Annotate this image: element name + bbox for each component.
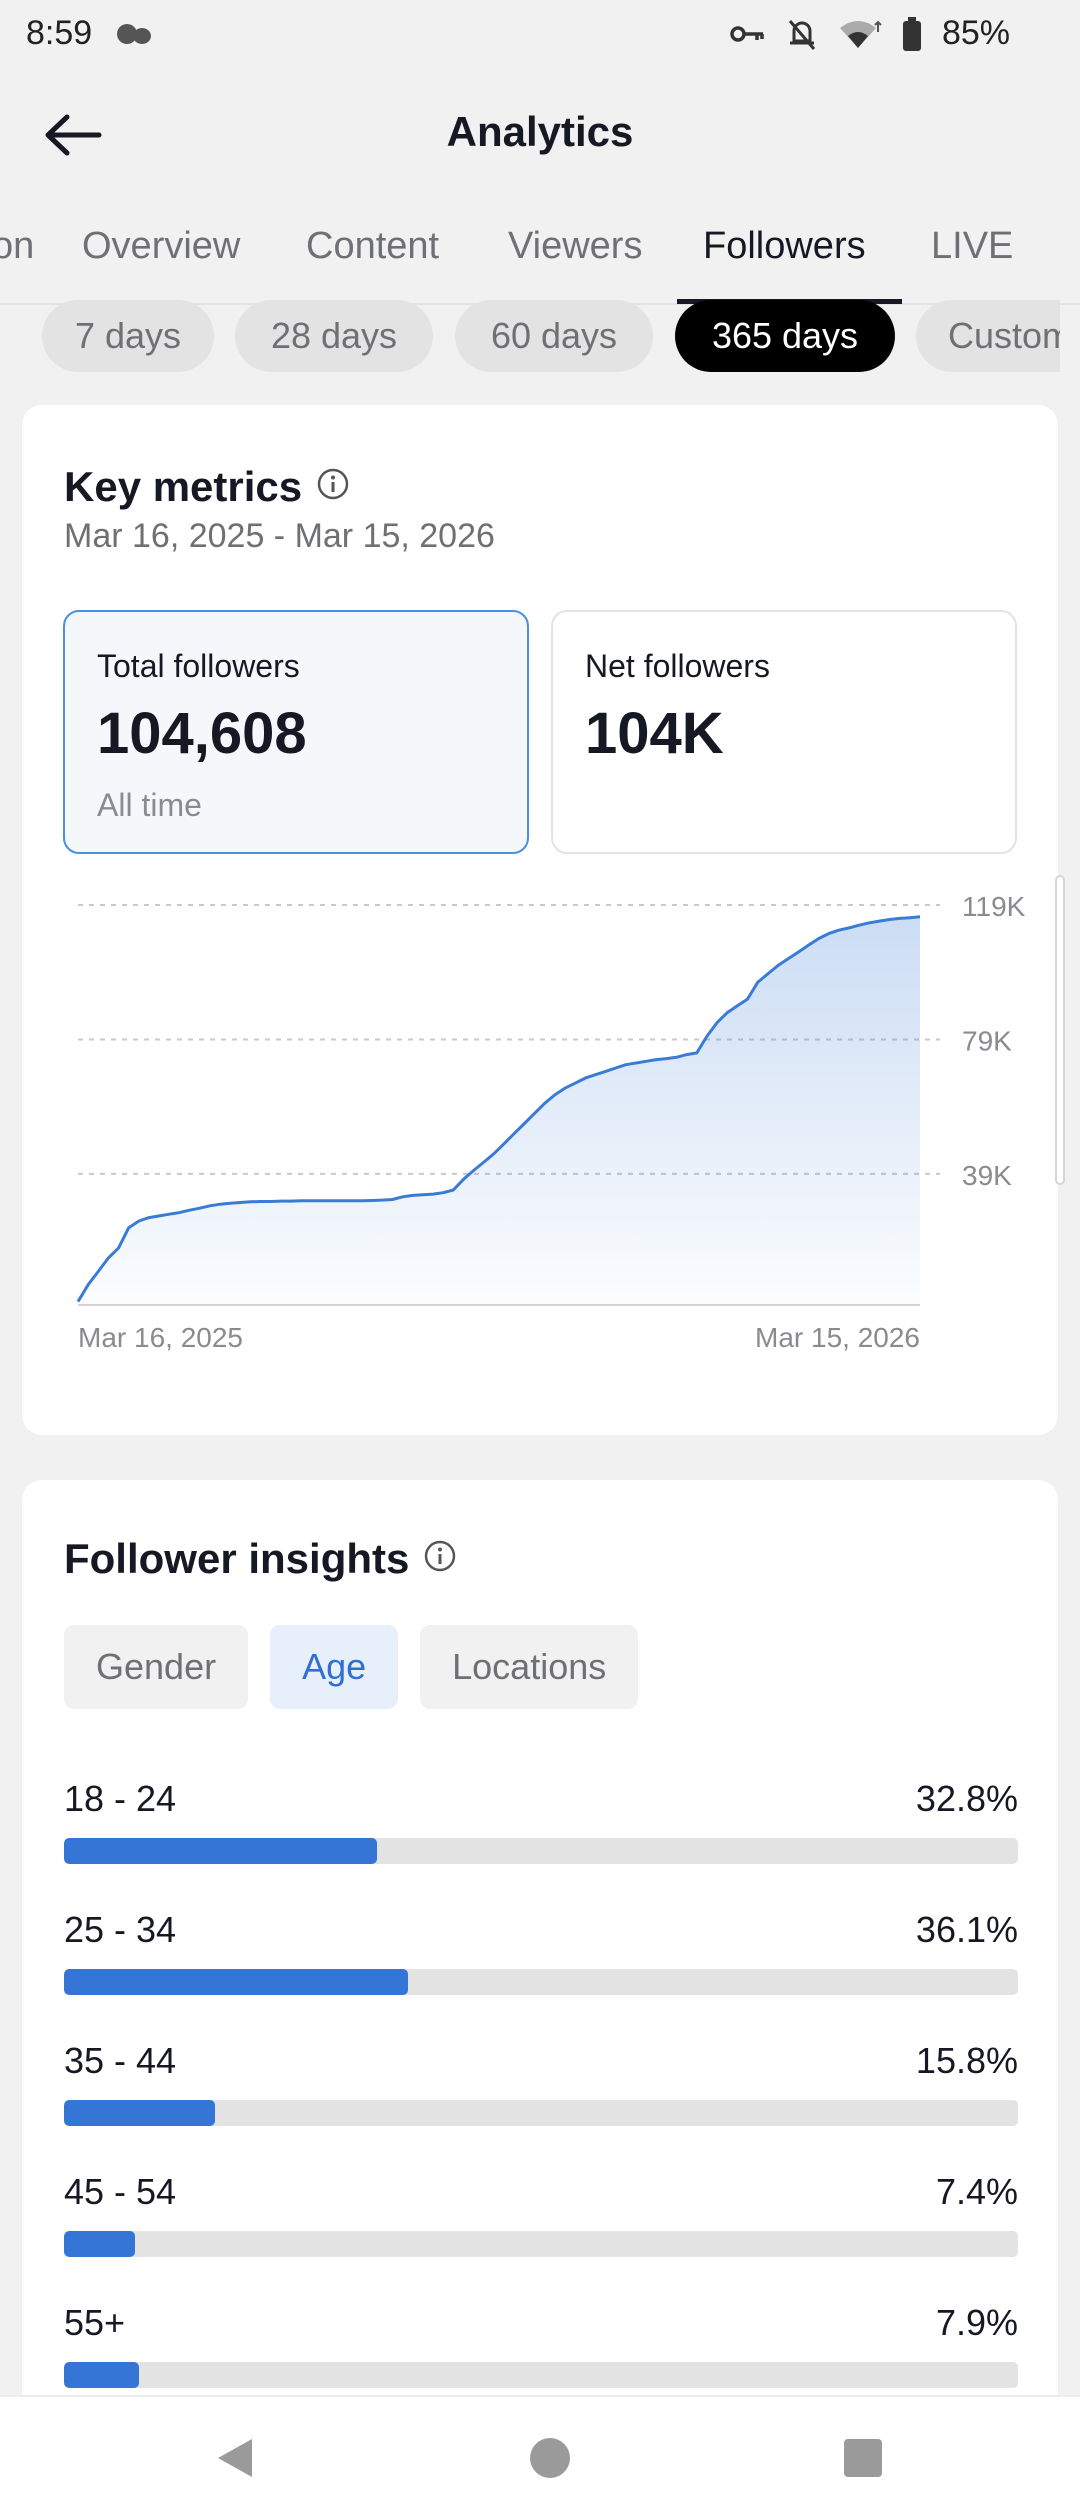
x-tick-label: Mar 16, 2025	[78, 1322, 243, 1353]
chip-locations[interactable]: Locations	[420, 1625, 639, 1709]
tab-followers[interactable]: Followers	[703, 225, 866, 267]
tab-overview[interactable]: Overview	[82, 225, 241, 267]
insight-tabs: Gender Age Locations	[64, 1625, 639, 1709]
age-label: 55+	[64, 2302, 126, 2343]
net-followers-value: 104K	[585, 701, 724, 766]
battery-percent: 85%	[941, 14, 1010, 52]
age-percent: 36.1%	[915, 1909, 1018, 1950]
back-button[interactable]	[38, 100, 108, 170]
key-metrics-heading: Key metrics	[64, 463, 350, 511]
age-bar-fill	[64, 2362, 140, 2388]
range-7-days[interactable]: 7 days	[42, 300, 214, 372]
nav-recents-button[interactable]	[840, 2435, 886, 2486]
followers-line	[76, 915, 921, 1303]
date-range-selector: 7 days 28 days 60 days 365 days Custom	[0, 300, 1060, 376]
tab-viewers[interactable]: Viewers	[508, 225, 643, 267]
analytics-tabs: on Overview Content Viewers Followers LI…	[0, 205, 1080, 305]
arrow-left-icon	[45, 114, 102, 156]
age-label: 35 - 44	[64, 2040, 177, 2081]
net-followers-tile[interactable]: Net followers 104K	[551, 610, 1017, 854]
age-percent: 7.9%	[935, 2302, 1018, 2343]
range-60-days[interactable]: 60 days	[455, 300, 653, 372]
insights-title: Follower insights	[64, 1535, 410, 1582]
followers-area	[78, 916, 920, 1305]
age-percent: 7.4%	[935, 2171, 1018, 2212]
total-followers-value: 104,608	[97, 701, 307, 766]
status-time: 8:59	[26, 14, 93, 52]
chip-gender[interactable]: Gender	[64, 1625, 249, 1709]
app-header: Analytics	[0, 70, 1080, 195]
range-365-days[interactable]: 365 days	[675, 300, 895, 372]
scrollbar-thumb[interactable]	[1055, 875, 1065, 1185]
y-tick-label: 119K	[962, 891, 1026, 922]
battery-icon	[902, 16, 922, 51]
age-bar-track	[64, 2100, 1018, 2126]
age-label: 18 - 24	[64, 1778, 177, 1819]
wifi-icon	[838, 18, 882, 50]
age-label: 45 - 54	[64, 2171, 177, 2212]
age-label: 25 - 34	[64, 1909, 177, 1950]
range-custom[interactable]: Custom	[916, 300, 1060, 372]
key-metrics-card: Key metrics Mar 16, 2025 - Mar 15, 2026 …	[22, 405, 1058, 1435]
age-percent: 15.8%	[915, 2040, 1018, 2081]
net-followers-label: Net followers	[585, 648, 770, 684]
followers-chart-svg: 39K 79K 119K Mar 16, 2025 Mar 15, 2026	[76, 891, 1026, 1353]
follower-insights-card: Follower insights Gender Age Locations 1…	[22, 1480, 1058, 2520]
y-tick-label: 79K	[962, 1025, 1012, 1056]
bell-off-icon	[786, 17, 818, 51]
insights-heading: Follower insights	[64, 1535, 457, 1583]
age-bar-track	[64, 1838, 1018, 1864]
nav-back-button[interactable]	[212, 2435, 258, 2486]
age-bar-track	[64, 1969, 1018, 1995]
age-bar-track	[64, 2231, 1018, 2257]
total-followers-tile[interactable]: Total followers 104,608 All time	[63, 610, 529, 854]
range-28-days[interactable]: 28 days	[235, 300, 433, 372]
age-bar-fill	[64, 2100, 215, 2126]
info-icon[interactable]	[316, 463, 350, 511]
nav-home-button[interactable]	[527, 2435, 573, 2486]
vpn-key-icon	[730, 22, 766, 46]
x-tick-label: Mar 15, 2026	[755, 1322, 920, 1353]
total-followers-label: Total followers	[97, 648, 300, 684]
tab-live[interactable]: LIVE	[931, 225, 1014, 267]
tab-content[interactable]: Content	[306, 225, 440, 267]
age-percent: 32.8%	[915, 1778, 1018, 1819]
age-bar-track	[64, 2362, 1018, 2388]
tab-partial[interactable]: on	[0, 225, 35, 267]
system-nav-bar	[0, 2395, 1080, 2520]
age-bar-fill	[64, 1838, 377, 1864]
y-tick-label: 39K	[962, 1160, 1012, 1191]
date-range-label: Mar 16, 2025 - Mar 15, 2026	[64, 517, 495, 555]
key-metrics-title: Key metrics	[64, 463, 303, 510]
status-bar: 8:59 85%	[0, 0, 1080, 70]
info-icon[interactable]	[423, 1535, 457, 1583]
age-bar-fill	[64, 2231, 135, 2257]
incognito-icon	[115, 18, 155, 53]
chip-age[interactable]: Age	[270, 1625, 399, 1709]
page-title: Analytics	[446, 108, 634, 155]
followers-chart: 39K 79K 119K Mar 16, 2025 Mar 15, 2026	[22, 875, 1058, 1395]
total-followers-sub: All time	[97, 787, 202, 823]
age-bar-fill	[64, 1969, 409, 1995]
